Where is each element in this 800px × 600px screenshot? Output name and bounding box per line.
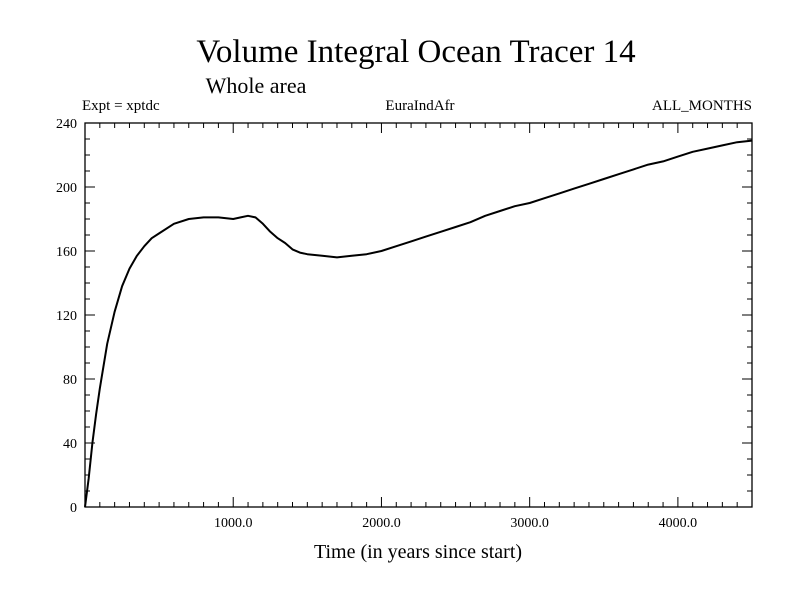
months-annotation: ALL_MONTHS xyxy=(652,98,752,114)
y-tick-label: 200 xyxy=(56,181,77,196)
y-tick-label: 240 xyxy=(56,117,77,132)
plot-area: 1000.0 2000.0 3000.0 4000.0 0 40 80 120 160 200 24… xyxy=(56,117,753,531)
y-tick-label: 80 xyxy=(63,373,77,388)
chart-subtitle: Whole area xyxy=(206,73,307,98)
y-tick-label: 0 xyxy=(70,501,77,516)
x-tick-label: 2000.0 xyxy=(362,516,401,531)
y-tick-label: 160 xyxy=(56,245,77,260)
y-tick-label: 120 xyxy=(56,309,77,324)
plot-frame xyxy=(84,122,753,508)
x-axis-label: Time (in years since start) xyxy=(314,541,522,563)
x-tick-label: 4000.0 xyxy=(659,516,698,531)
x-tick-label: 3000.0 xyxy=(510,516,549,531)
x-tick-label: 1000.0 xyxy=(214,516,253,531)
region-annotation: EuraIndAfr xyxy=(385,98,454,114)
experiment-annotation: Expt = xptdc xyxy=(82,98,160,114)
chart-title: Volume Integral Ocean Tracer 14 xyxy=(196,34,635,70)
y-tick-label: 40 xyxy=(63,437,77,452)
series-line xyxy=(84,139,753,508)
